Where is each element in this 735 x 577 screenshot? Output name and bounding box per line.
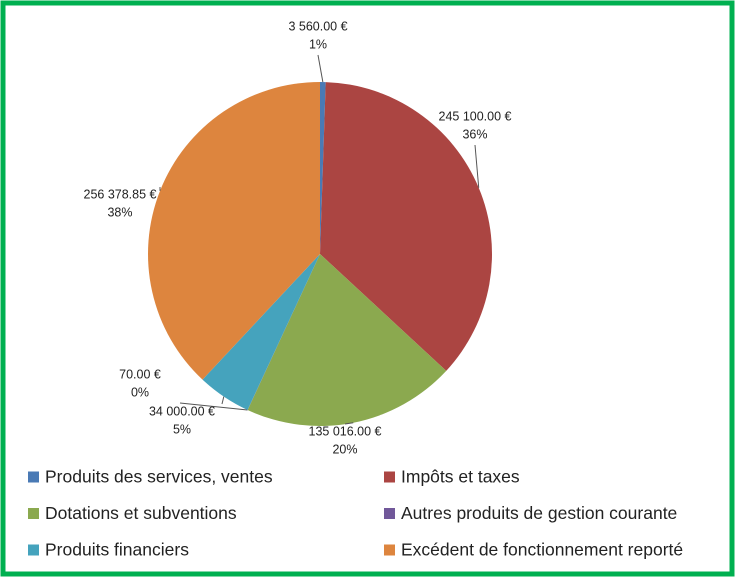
legend-label: Produits des services, ventes	[45, 467, 273, 487]
data-label: 34 000.00 €	[149, 404, 215, 418]
data-label: 135 016.00 €	[309, 424, 382, 438]
percent-label: 20%	[332, 442, 357, 456]
legend-label: Autres produits de gestion courante	[401, 503, 677, 523]
legend-swatch	[28, 508, 39, 519]
pie-slice	[247, 254, 320, 411]
legend-label: Produits financiers	[45, 540, 189, 560]
leader-line	[221, 396, 225, 405]
leader-line	[344, 422, 354, 425]
percent-label: 36%	[462, 127, 487, 141]
percent-label: 5%	[173, 422, 191, 436]
legend-swatch	[384, 508, 395, 519]
legend-label: Dotations et subventions	[45, 503, 237, 523]
data-label: 256 378.85 €	[84, 187, 157, 201]
legend-swatch	[384, 471, 395, 483]
leader-line	[317, 54, 324, 83]
percent-label: 38%	[107, 205, 132, 219]
leader-line	[179, 402, 248, 411]
data-label: 3 560.00 €	[288, 19, 347, 33]
data-label: 70.00 €	[119, 367, 161, 381]
legend-label: Impôts et taxes	[401, 467, 520, 487]
percent-label: 1%	[309, 37, 327, 51]
pie-slice	[148, 82, 320, 380]
pie-slice	[247, 254, 447, 426]
leader-line	[474, 144, 480, 188]
data-label: 245 100.00 €	[439, 109, 512, 123]
legend-swatch	[384, 544, 395, 556]
percent-label: 0%	[131, 385, 149, 399]
pie-slice	[202, 254, 320, 410]
pie-slice	[320, 82, 493, 371]
pie-slice	[320, 82, 326, 254]
legend-swatch	[28, 544, 39, 556]
legend-swatch	[28, 471, 39, 483]
legend-label: Excédent de fonctionnement reporté	[401, 540, 683, 560]
